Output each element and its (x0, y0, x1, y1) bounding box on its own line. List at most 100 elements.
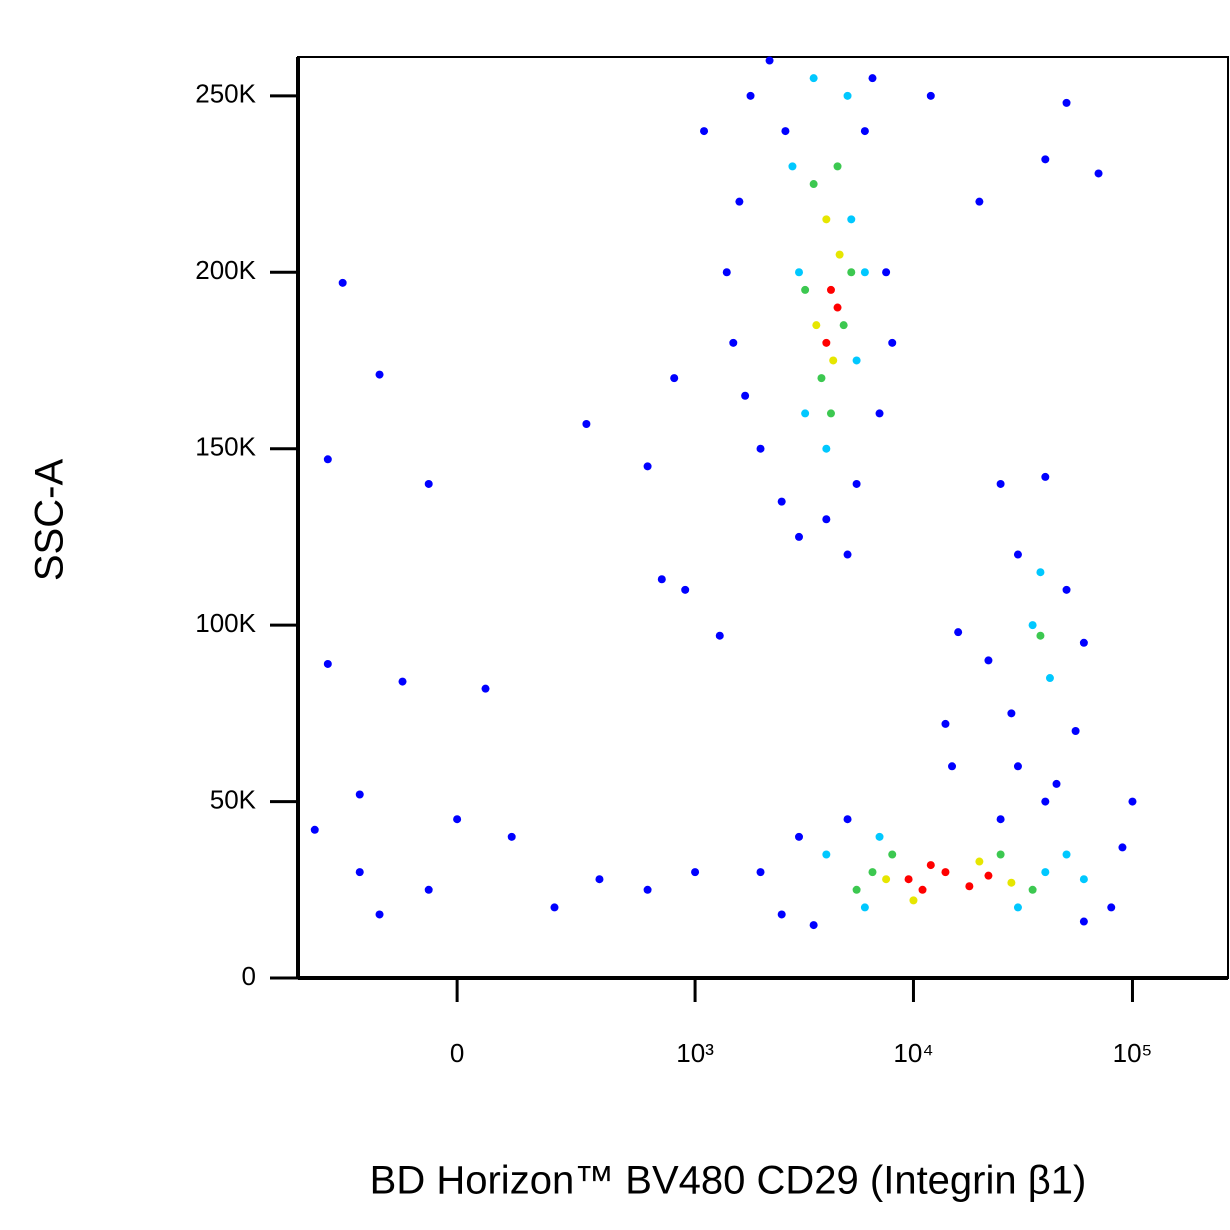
point (954, 628, 963, 637)
point (781, 127, 790, 136)
point (1007, 878, 1016, 887)
point (375, 370, 384, 379)
point (888, 850, 897, 859)
point (1062, 850, 1071, 859)
point (826, 409, 835, 418)
point (657, 575, 666, 584)
point (1013, 762, 1022, 771)
point (822, 850, 831, 859)
point (847, 268, 856, 277)
point (975, 197, 984, 206)
point (375, 910, 384, 919)
y-tick-label: 150K (195, 432, 256, 462)
point (550, 903, 559, 912)
point (984, 871, 993, 880)
point (852, 356, 861, 365)
point (1128, 797, 1137, 806)
point (453, 815, 462, 824)
point (1041, 868, 1050, 877)
point (1013, 550, 1022, 559)
point (1036, 568, 1045, 577)
point (1045, 674, 1054, 683)
point (801, 285, 810, 294)
point (941, 868, 950, 877)
point (795, 832, 804, 841)
y-tick-label: 0 (242, 961, 256, 991)
point (1036, 631, 1045, 640)
point (948, 762, 957, 771)
point (1079, 875, 1088, 884)
point (839, 321, 848, 330)
point (888, 338, 897, 347)
point (926, 91, 935, 100)
point (310, 825, 319, 834)
point (715, 631, 724, 640)
point (1041, 155, 1050, 164)
point (875, 832, 884, 841)
point (756, 444, 765, 453)
point (812, 321, 821, 330)
point (984, 656, 993, 665)
point (691, 868, 700, 877)
point (1028, 621, 1037, 630)
point (860, 903, 869, 912)
point (746, 91, 755, 100)
point (852, 885, 861, 894)
point (323, 455, 332, 464)
point (868, 868, 877, 877)
point (777, 910, 786, 919)
plot-frame (297, 56, 1229, 979)
point (822, 215, 831, 224)
point (904, 875, 913, 884)
point (860, 127, 869, 136)
point (398, 677, 407, 686)
point (795, 532, 804, 541)
point (833, 303, 842, 312)
point (843, 91, 852, 100)
point (847, 215, 856, 224)
point (424, 479, 433, 488)
point (817, 374, 826, 383)
point (1028, 885, 1037, 894)
point (338, 278, 347, 287)
point (595, 875, 604, 884)
point (355, 868, 364, 877)
point (875, 409, 884, 418)
point (582, 419, 591, 428)
point (809, 74, 818, 83)
point (909, 896, 918, 905)
point (996, 815, 1005, 824)
point (926, 861, 935, 870)
point (852, 479, 861, 488)
point (507, 832, 516, 841)
point (975, 857, 984, 866)
point (822, 444, 831, 453)
point (735, 197, 744, 206)
point (822, 338, 831, 347)
point (722, 268, 731, 277)
point (756, 868, 765, 877)
point (424, 885, 433, 894)
point (1094, 169, 1103, 178)
x-tick-label: 10⁵ (1113, 1038, 1153, 1068)
point (1118, 843, 1127, 852)
y-tick-label: 200K (195, 255, 256, 285)
point (835, 250, 844, 259)
point (355, 790, 364, 799)
point (965, 882, 974, 891)
point (918, 885, 927, 894)
point (700, 127, 709, 136)
point (833, 162, 842, 171)
point (729, 338, 738, 347)
point (996, 479, 1005, 488)
point (882, 875, 891, 884)
point (822, 515, 831, 524)
point (681, 585, 690, 594)
point (826, 285, 835, 294)
point (1062, 585, 1071, 594)
x-tick-label: 10³ (676, 1038, 714, 1068)
point (481, 684, 490, 693)
point (1079, 638, 1088, 647)
x-tick-label: 0 (450, 1038, 464, 1068)
